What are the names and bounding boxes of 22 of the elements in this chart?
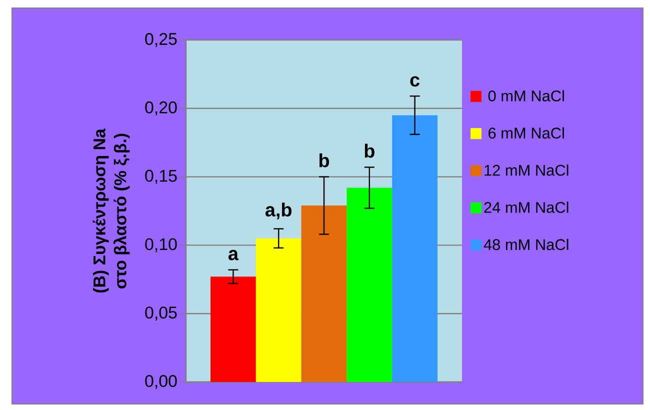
- y-axis-title: (Β) Συγκέντρωση Na στο βλαστό (% ξ.β.): [92, 128, 130, 293]
- y-tick-label: 0,15: [145, 170, 177, 184]
- annotation: a: [228, 250, 239, 260]
- bar: [346, 188, 392, 382]
- y-tick-label: 0,00: [145, 375, 177, 390]
- legend-label: 24 mM NaCl: [484, 202, 568, 213]
- bar: [256, 238, 302, 382]
- legend-label: 12 mM NaCl: [484, 164, 568, 176]
- y-tick-label: 0,10: [145, 238, 177, 252]
- annotation: b: [364, 144, 374, 158]
- legend-label: 6 mM NaCl: [488, 127, 564, 139]
- legend-label: 48 mM NaCl: [484, 238, 568, 250]
- annotation: a,b: [265, 202, 292, 220]
- y-tick-label: 0,25: [145, 33, 177, 47]
- annotation: c: [410, 76, 420, 87]
- annotation: b: [319, 153, 330, 168]
- legend-label: 0 mM NaCl: [488, 90, 564, 102]
- bar: [210, 276, 256, 382]
- bar: [392, 115, 438, 382]
- y-tick-label: 0,20: [145, 101, 177, 116]
- bar: [301, 206, 347, 382]
- y-tick-label: 0,05: [145, 306, 177, 321]
